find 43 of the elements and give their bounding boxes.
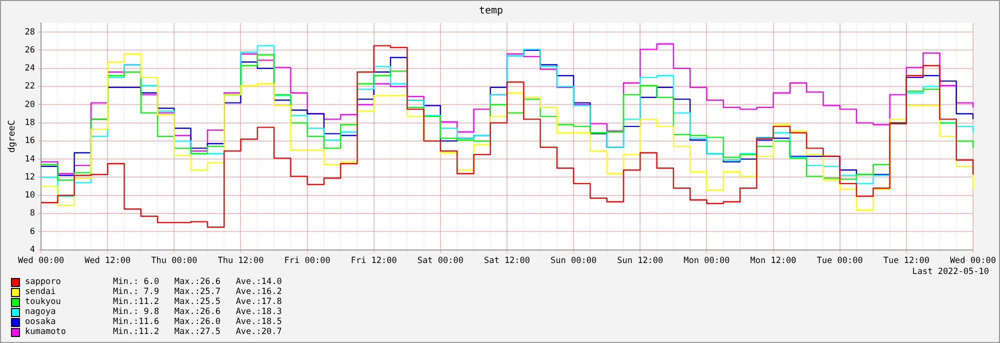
y-axis-title: dgreeC xyxy=(8,120,18,153)
y-tick-label: 28 xyxy=(24,27,36,38)
x-tick-label: Tue 12:00 xyxy=(883,256,930,266)
text: Last 2022-05-10 xyxy=(912,267,989,277)
legend-label: nagoya xyxy=(25,307,57,317)
text: Min.: 9.8 Max.:26.6 Ave.:18.3 xyxy=(113,307,282,317)
y-tick-label: 6 xyxy=(30,226,36,237)
x-tick-label: Sun 00:00 xyxy=(550,256,597,266)
x-tick-label: Wed 00:00 xyxy=(950,256,996,266)
x-tick-label: Mon 12:00 xyxy=(750,256,796,266)
legend-label: sendai xyxy=(25,287,57,297)
y-tick-label: 18 xyxy=(24,118,36,128)
legend-label: oosaka xyxy=(25,317,57,327)
x-tick-label: Sat 00:00 xyxy=(417,256,464,266)
legend-label: kumamoto xyxy=(25,327,67,337)
x-tick-label: Tue 00:00 xyxy=(816,256,863,266)
y-tick-label: 12 xyxy=(24,172,36,182)
y-tick-label: 10 xyxy=(24,190,36,201)
x-tick-label: Wed 12:00 xyxy=(84,256,131,266)
x-tick-label: Thu 00:00 xyxy=(151,256,198,266)
text: Min.:11.2 Max.:27.5 Ave.:20.7 xyxy=(113,327,282,337)
chart-title: temp xyxy=(478,6,504,17)
x-tick-label: Mon 00:00 xyxy=(684,256,730,266)
legend-label: sapporo xyxy=(25,277,62,287)
legend-label: toukyou xyxy=(25,297,62,307)
y-tick-label: 16 xyxy=(24,136,36,146)
text: Min.: 7.9 Max.:25.7 Ave.:16.2 xyxy=(113,287,282,297)
y-tick-label: 14 xyxy=(24,154,36,164)
y-tick-label: 22 xyxy=(24,82,36,92)
text: Min.:11.2 Max.:25.5 Ave.:17.8 xyxy=(113,297,282,307)
y-tick-label: 20 xyxy=(24,100,36,110)
y-tick-label: 26 xyxy=(24,45,36,56)
text: Min.:11.6 Max.:26.0 Ave.:18.5 xyxy=(113,317,282,327)
x-tick-label: Fri 12:00 xyxy=(350,256,397,266)
x-tick-label: Fri 00:00 xyxy=(284,256,330,266)
x-tick-label: Wed 00:00 xyxy=(18,256,64,266)
text: Min.: 6.0 Max.:26.6 Ave.:14.0 xyxy=(113,277,282,287)
y-tick-label: 8 xyxy=(30,208,36,219)
x-tick-label: Sun 12:00 xyxy=(617,256,664,266)
x-tick-label: Sat 12:00 xyxy=(484,256,530,266)
x-tick-label: Thu 12:00 xyxy=(218,256,264,266)
y-tick-label: 24 xyxy=(24,64,36,74)
y-tick-label: 4 xyxy=(30,245,36,256)
